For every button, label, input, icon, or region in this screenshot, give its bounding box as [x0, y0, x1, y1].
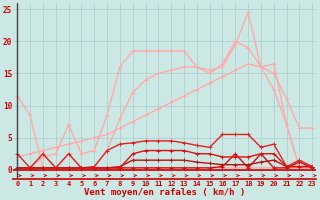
X-axis label: Vent moyen/en rafales ( km/h ): Vent moyen/en rafales ( km/h ) [84, 188, 245, 197]
